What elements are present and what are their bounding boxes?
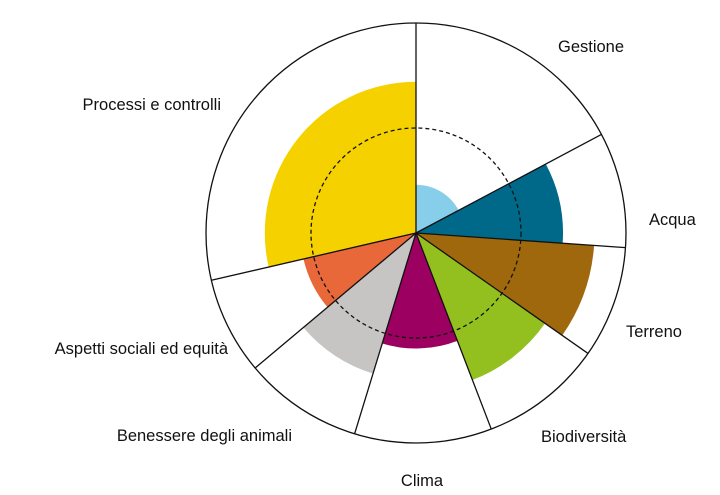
wedge-biodiversita [416, 233, 546, 381]
reference-circle [310, 127, 522, 339]
label-processi-e-controlli: Processi e controlli [83, 96, 221, 114]
label-aspetti-sociali-ed-equita: Aspetti sociali ed equità [55, 340, 229, 358]
label-biodiversita: Biodiversità [541, 428, 627, 446]
divider-acqua [415, 133, 602, 234]
label-gestione: Gestione [558, 38, 624, 56]
wedge-aspetti-sociali-ed-equita [303, 233, 416, 308]
wedge-acqua [416, 163, 563, 244]
wedge-processi-e-controlli [264, 81, 416, 268]
wedge-benessere-degli-animali [303, 233, 416, 374]
wedge-clima [382, 233, 458, 349]
label-terreno: Terreno [626, 323, 682, 341]
divider-aspetti-sociali-ed-equita [254, 232, 417, 369]
label-benessere-degli-animali: Benessere degli animali [117, 427, 292, 445]
label-clima: Clima [401, 472, 444, 490]
wedge-gestione [416, 184, 459, 233]
category-labels: Gestione Acqua Terreno Biodiversità Clim… [55, 38, 697, 490]
divider-benessere-degli-animali [353, 232, 417, 435]
data-wedges [264, 81, 595, 381]
divider-processi-e-controlli [211, 232, 417, 281]
label-acqua: Acqua [649, 211, 697, 229]
wedge-terreno [416, 233, 595, 336]
